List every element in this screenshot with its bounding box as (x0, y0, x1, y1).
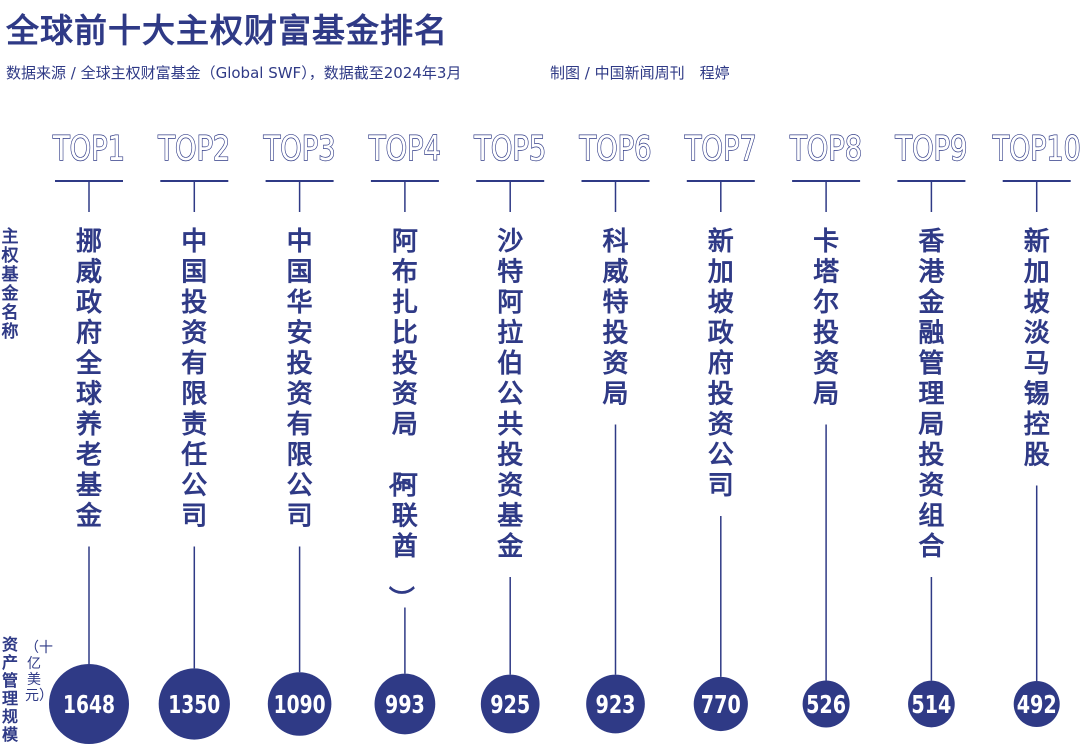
value-circle (693, 676, 748, 732)
value-label: 1090 (274, 690, 326, 719)
value-circle (49, 664, 129, 744)
asset-size-row-label: 资产管理规模 (1, 635, 18, 744)
value-circle (1013, 681, 1060, 727)
fund-name: 新加坡淡马锡控股 (1024, 226, 1051, 471)
data-source: 数据来源 / 全球主权财富基金（Global SWF），数据截至2024年3月 (6, 64, 462, 82)
rank-label: TOP8 (789, 129, 862, 169)
rank-label: TOP9 (895, 129, 968, 169)
value-circle (802, 680, 850, 728)
rank-label: TOP5 (473, 129, 546, 169)
fund-name: 挪威政府全球养老基金 (75, 227, 103, 532)
value-label: 1648 (63, 690, 115, 719)
fund-name: 中国投资有限责任公司 (180, 227, 207, 532)
value-label: 770 (701, 690, 741, 719)
fund-name: 香港金融管理局投资组合 (917, 227, 945, 562)
fund-name: 科威特投资局 (602, 227, 628, 410)
value-label: 1350 (168, 690, 220, 719)
value-label: 923 (596, 690, 636, 719)
value-label: 492 (1017, 690, 1057, 719)
rank-label: TOP10 (992, 129, 1080, 169)
rank-label: TOP2 (157, 129, 230, 169)
value-label: 526 (806, 690, 846, 719)
fund-name: 新加坡政府投资公司 (708, 226, 734, 501)
fund-name: 阿布扎比投资局（阿联酋） (385, 227, 418, 612)
chart-credit: 制图 / 中国新闻周刊 程婷 (550, 64, 730, 82)
fund-name: 中国华安投资有限公司 (287, 227, 313, 532)
value-circle (480, 674, 540, 734)
value-circle (267, 672, 332, 736)
rank-label: TOP3 (263, 129, 336, 169)
fund-name-row-label: 主权基金名称 (1, 227, 19, 342)
value-circle (374, 673, 436, 735)
fund-name: 卡塔尔投资局 (813, 227, 840, 410)
rank-label: TOP6 (579, 129, 652, 169)
value-label: 514 (911, 690, 951, 719)
page-title: 全球前十大主权财富基金排名 (6, 11, 448, 50)
value-label: 925 (490, 690, 530, 719)
rank-label: TOP4 (368, 129, 441, 169)
value-circle (586, 674, 645, 734)
value-circle (158, 668, 230, 740)
value-circle (908, 680, 955, 728)
rank-label: TOP1 (52, 129, 125, 169)
rank-label: TOP7 (684, 129, 757, 169)
value-label: 993 (385, 690, 425, 719)
fund-name: 沙特阿拉伯公共投资基金 (496, 227, 524, 562)
